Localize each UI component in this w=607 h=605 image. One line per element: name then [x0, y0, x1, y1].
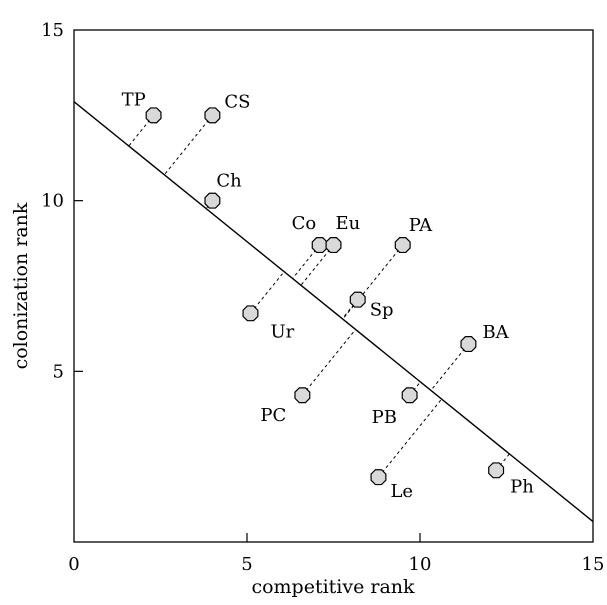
y-tick-label: 10 — [41, 191, 64, 212]
y-axis-label: colonization rank — [10, 202, 32, 369]
point-label: Le — [390, 481, 413, 502]
point-label: PA — [409, 215, 433, 236]
point-label: Ur — [270, 321, 294, 342]
connector-line — [163, 115, 213, 176]
data-point — [460, 336, 477, 353]
connector-line — [300, 244, 334, 286]
point-labels: TP CS Ch Co Eu PA Sp Ur BA PC PB Le Ph — [122, 89, 535, 502]
y-tick-label: 15 — [41, 20, 64, 41]
x-tick-label: 15 — [582, 554, 605, 575]
point-label: PB — [372, 407, 397, 428]
y-tick-label: 5 — [53, 361, 64, 382]
point-label: Co — [292, 213, 317, 234]
x-tick-label: 10 — [409, 554, 432, 575]
point-label: CS — [224, 91, 250, 112]
point-label: Ph — [510, 476, 534, 497]
connector-line — [378, 398, 443, 478]
data-point — [145, 107, 162, 124]
connector-line — [301, 329, 356, 396]
point-label: TP — [122, 89, 146, 110]
data-point — [311, 237, 328, 254]
point-label: BA — [482, 322, 509, 343]
data-point — [349, 291, 366, 308]
data-point — [204, 107, 221, 124]
connector-line — [250, 271, 285, 314]
data-point — [370, 469, 387, 486]
connector-line — [342, 244, 404, 320]
data-point — [401, 387, 418, 404]
x-tick-label: 0 — [68, 554, 79, 575]
data-point — [204, 192, 221, 209]
point-label: Sp — [370, 300, 394, 321]
connector-line — [341, 299, 359, 320]
data-markers — [145, 107, 505, 486]
data-point — [294, 387, 311, 404]
point-label: Ch — [216, 171, 242, 192]
data-point — [488, 462, 505, 479]
data-point — [394, 237, 411, 254]
regression-line — [73, 101, 594, 523]
connector-lines — [128, 115, 510, 478]
axis-ticks: 0 5 10 15 5 10 15 — [41, 20, 604, 575]
data-point — [242, 305, 259, 322]
connector-line — [430, 343, 469, 391]
plot-frame — [73, 29, 594, 543]
x-axis-label: competitive rank — [251, 576, 415, 598]
data-point — [325, 237, 342, 254]
point-label: PC — [260, 405, 286, 426]
point-label: Eu — [336, 213, 361, 234]
x-tick-label: 5 — [241, 554, 252, 575]
